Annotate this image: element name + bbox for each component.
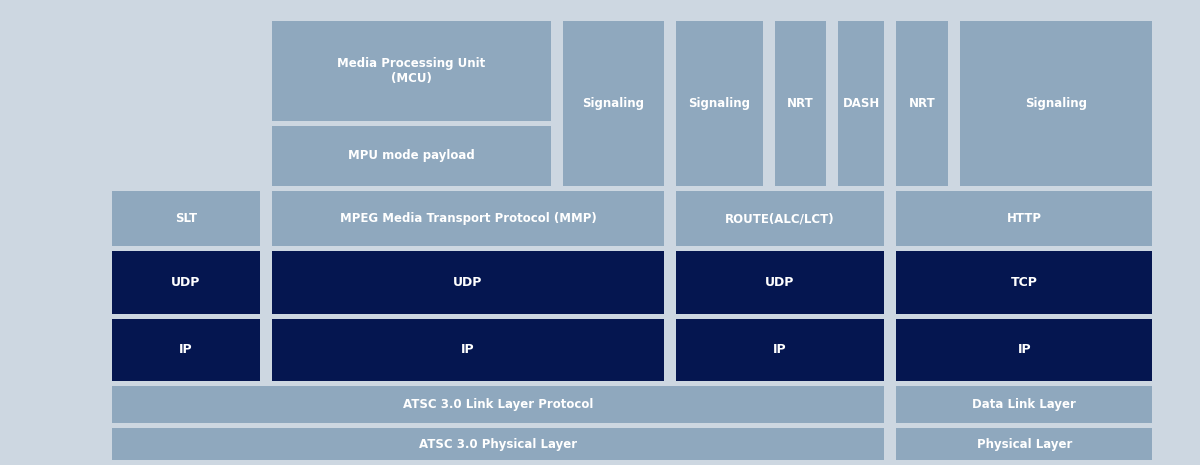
Text: ATSC 3.0 Physical Layer: ATSC 3.0 Physical Layer xyxy=(419,438,577,451)
Text: IP: IP xyxy=(1018,344,1031,356)
Text: UDP: UDP xyxy=(766,276,794,289)
Text: Media Processing Unit
(MCU): Media Processing Unit (MCU) xyxy=(337,57,486,85)
FancyBboxPatch shape xyxy=(676,251,884,314)
Text: Physical Layer: Physical Layer xyxy=(977,438,1072,451)
FancyBboxPatch shape xyxy=(896,386,1152,423)
Text: TCP: TCP xyxy=(1010,276,1038,289)
FancyBboxPatch shape xyxy=(896,251,1152,314)
FancyBboxPatch shape xyxy=(896,319,1152,381)
FancyBboxPatch shape xyxy=(272,126,551,186)
FancyBboxPatch shape xyxy=(676,191,884,246)
Text: NRT: NRT xyxy=(908,97,936,110)
FancyBboxPatch shape xyxy=(112,319,260,381)
Text: DASH: DASH xyxy=(842,97,880,110)
Text: Data Link Layer: Data Link Layer xyxy=(972,398,1076,411)
Text: ATSC 3.0 Link Layer Protocol: ATSC 3.0 Link Layer Protocol xyxy=(403,398,593,411)
Text: IP: IP xyxy=(179,344,193,356)
FancyBboxPatch shape xyxy=(896,191,1152,246)
FancyBboxPatch shape xyxy=(960,21,1152,186)
Text: IP: IP xyxy=(461,344,475,356)
Text: IP: IP xyxy=(773,344,787,356)
FancyBboxPatch shape xyxy=(838,21,884,186)
Text: HTTP: HTTP xyxy=(1007,212,1042,225)
FancyBboxPatch shape xyxy=(112,428,884,460)
FancyBboxPatch shape xyxy=(896,428,1152,460)
FancyBboxPatch shape xyxy=(896,21,948,186)
FancyBboxPatch shape xyxy=(676,319,884,381)
FancyBboxPatch shape xyxy=(272,21,551,121)
FancyBboxPatch shape xyxy=(272,191,664,246)
FancyBboxPatch shape xyxy=(272,251,664,314)
FancyBboxPatch shape xyxy=(112,386,884,423)
Text: UDP: UDP xyxy=(172,276,200,289)
Text: MPEG Media Transport Protocol (MMP): MPEG Media Transport Protocol (MMP) xyxy=(340,212,596,225)
FancyBboxPatch shape xyxy=(676,21,763,186)
Text: Signaling: Signaling xyxy=(582,97,644,110)
Text: UDP: UDP xyxy=(454,276,482,289)
Text: ROUTE(ALC/LCT): ROUTE(ALC/LCT) xyxy=(725,212,835,225)
Text: Signaling: Signaling xyxy=(689,97,750,110)
FancyBboxPatch shape xyxy=(272,319,664,381)
Text: Signaling: Signaling xyxy=(1025,97,1087,110)
Text: NRT: NRT xyxy=(787,97,814,110)
FancyBboxPatch shape xyxy=(563,21,664,186)
FancyBboxPatch shape xyxy=(112,251,260,314)
FancyBboxPatch shape xyxy=(112,191,260,246)
Text: SLT: SLT xyxy=(175,212,197,225)
Text: MPU mode payload: MPU mode payload xyxy=(348,149,475,162)
FancyBboxPatch shape xyxy=(775,21,826,186)
